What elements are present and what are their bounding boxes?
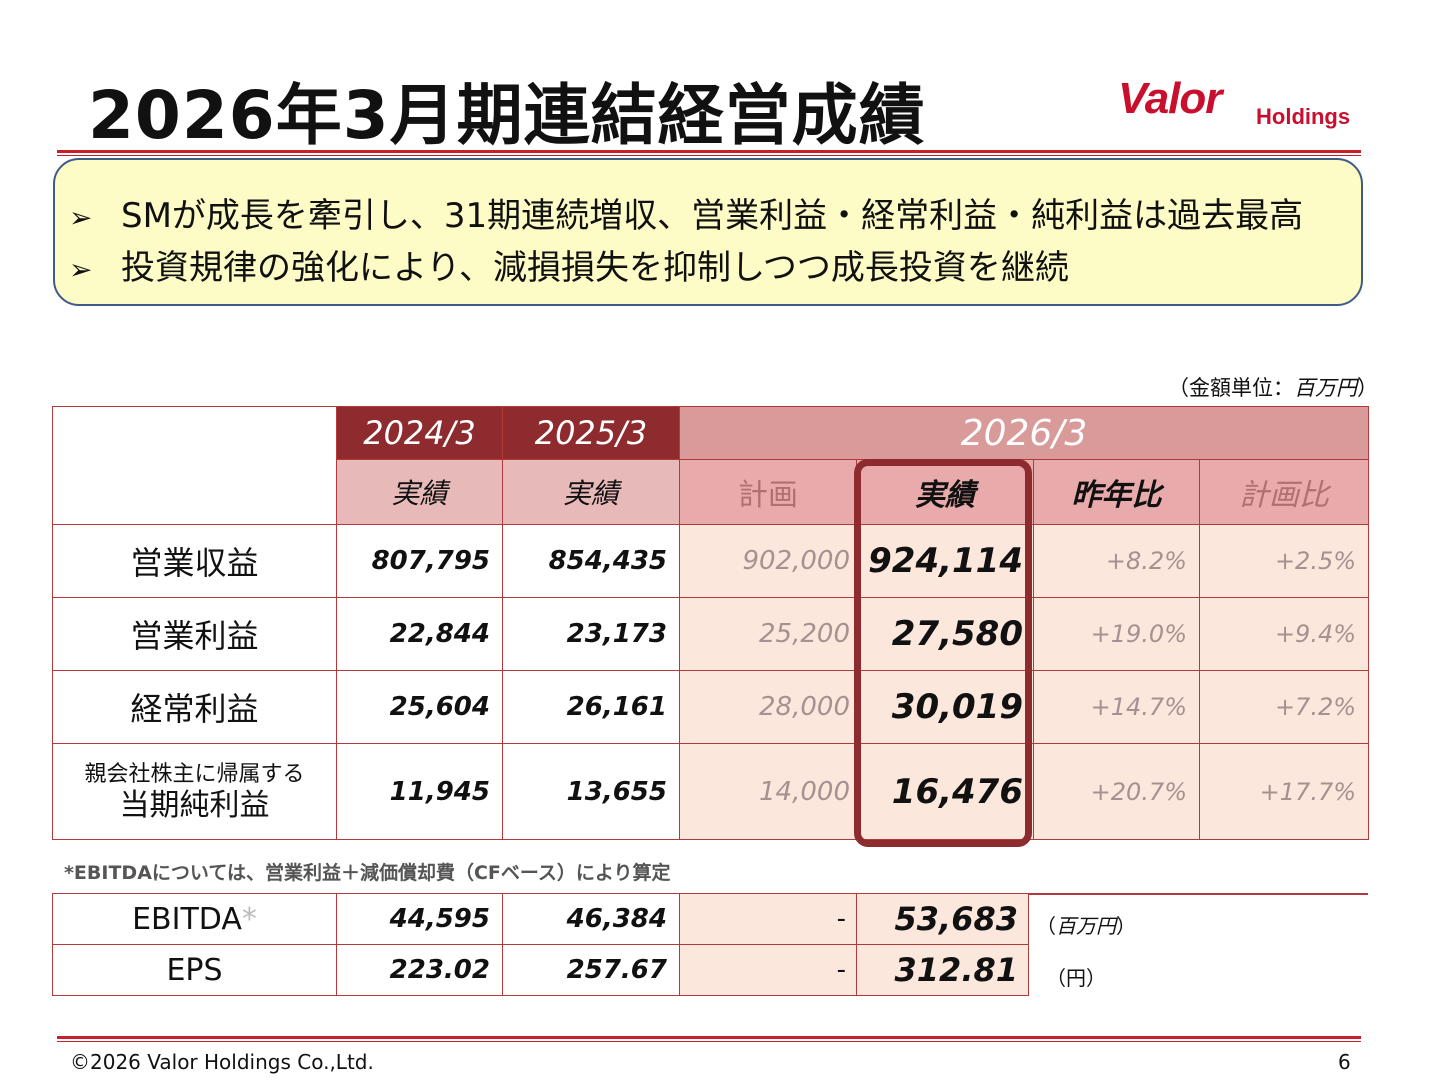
cell-yoy: +19.0% (1033, 597, 1200, 671)
unit-note-prefix: （金額単位： (1168, 376, 1294, 400)
cell-2024: 25,604 (336, 670, 503, 744)
bullet-item: ➢ SMが成長を牽引し、31期連続増収、営業利益・経常利益・純利益は過去最高 (69, 188, 1303, 237)
summary-box: ➢ SMが成長を牽引し、31期連続増収、営業利益・経常利益・純利益は過去最高 ➢ 投… (53, 158, 1363, 306)
bullet-item: ➢ 投資規律の強化により、減損損失を抑制しつつ成長投資を継続 (69, 240, 1069, 289)
subheader-actual-2026: 実績 (856, 459, 1034, 525)
table-row: EBITDA* 44,595 46,384 - 53,683 (52, 893, 1029, 945)
cell-plan: 28,000 (679, 670, 857, 744)
cell-2025: 854,435 (502, 524, 680, 598)
page-title: 2026年3月期連結経営成績 (88, 77, 926, 154)
subheader-actual-2025: 実績 (502, 459, 680, 525)
table-row: 親会社株主に帰属する 当期純利益 11,945 13,655 14,000 16… (52, 743, 1370, 840)
cell-vs-plan: +17.7% (1198, 743, 1370, 840)
cell-actual: 30,019 (856, 670, 1034, 744)
logo-brand: Valor (1118, 74, 1222, 123)
year-header-2026: 2026/3 (678, 406, 1370, 460)
asterisk-icon: * (241, 901, 257, 937)
table-row: 営業収益 807,795 854,435 902,000 924,114 +8.… (52, 524, 1370, 598)
cell-2025: 46,384 (502, 893, 680, 945)
header-rule-thin (57, 155, 1361, 156)
ebitda-unit-prefix: （ (1036, 914, 1056, 938)
cell-actual: 924,114 (856, 524, 1034, 598)
cell-actual: 312.81 (856, 944, 1029, 996)
cell-plan: 902,000 (679, 524, 857, 598)
eps-unit: （円） (1046, 966, 1106, 990)
footer-rule (57, 1036, 1361, 1039)
company-logo: Valor Holdings (1110, 66, 1368, 138)
cell-yoy: +20.7% (1033, 743, 1200, 840)
unit-note-suffix: ） (1357, 376, 1378, 400)
cell-vs-plan: +2.5% (1198, 524, 1370, 598)
cell-2024: 223.02 (336, 944, 503, 996)
cell-2025: 26,161 (502, 670, 680, 744)
row-label: 親会社株主に帰属する 当期純利益 (52, 743, 337, 840)
cell-actual: 53,683 (856, 893, 1029, 945)
corner-cell (52, 406, 337, 525)
results-table: 2024/3 2025/3 2026/3 実績 実績 計画 実績 昨年比 計画比… (52, 406, 1370, 840)
unit-note: （金額単位：百万円） (1168, 372, 1378, 402)
cell-plan: 14,000 (679, 743, 857, 840)
subheader-plan: 計画 (679, 459, 857, 525)
bullet-text: SMが成長を牽引し、31期連続増収、営業利益・経常利益・純利益は過去最高 (121, 196, 1304, 236)
cell-2025: 13,655 (502, 743, 680, 840)
cell-2024: 807,795 (336, 524, 503, 598)
cell-actual: 16,476 (856, 743, 1034, 840)
cell-plan: - (679, 944, 857, 996)
table-row: 経常利益 25,604 26,161 28,000 30,019 +14.7% … (52, 670, 1370, 744)
sub-table-top-rule (1028, 893, 1368, 895)
cell-2024: 22,844 (336, 597, 503, 671)
subheader-actual-2024: 実績 (336, 459, 503, 525)
row-label: EPS (52, 944, 337, 996)
copyright: ©2026 Valor Holdings Co.,Ltd. (70, 1050, 374, 1074)
cell-2025: 257.67 (502, 944, 680, 996)
arrow-bullet-icon: ➢ (69, 201, 93, 234)
ebitda-unit-suffix: ） (1116, 914, 1136, 938)
cell-plan: - (679, 893, 857, 945)
cell-plan: 25,200 (679, 597, 857, 671)
cell-2024: 11,945 (336, 743, 503, 840)
row-label-prefix: 親会社株主に帰属する (84, 761, 305, 787)
ebitda-unit-text: 百万円 (1056, 914, 1116, 938)
page-number: 6 (1338, 1050, 1351, 1074)
year-header-2025: 2025/3 (502, 406, 680, 460)
ebitda-unit: （百万円） (1036, 910, 1136, 939)
year-header-2024: 2024/3 (336, 406, 503, 460)
ebitda-eps-table: EBITDA* 44,595 46,384 - 53,683 EPS 223.0… (52, 893, 1029, 996)
logo-suffix: Holdings (1256, 104, 1351, 129)
cell-vs-plan: +7.2% (1198, 670, 1370, 744)
actual-column-highlight (854, 459, 1032, 847)
row-label: EBITDA* (52, 893, 337, 945)
footer-rule-thin (57, 1041, 1361, 1042)
table-row: EPS 223.02 257.67 - 312.81 (52, 944, 1029, 996)
bullet-text: 投資規律の強化により、減損損失を抑制しつつ成長投資を継続 (121, 248, 1069, 288)
cell-2024: 44,595 (336, 893, 503, 945)
cell-yoy: +14.7% (1033, 670, 1200, 744)
table-row: 営業利益 22,844 23,173 25,200 27,580 +19.0% … (52, 597, 1370, 671)
row-label: 営業利益 (52, 597, 337, 671)
ebitda-label: EBITDA (132, 901, 242, 937)
row-label-main: 当期純利益 (119, 787, 270, 823)
header-rule (57, 150, 1361, 153)
row-label: 経常利益 (52, 670, 337, 744)
subheader-yoy: 昨年比 (1033, 459, 1200, 525)
ebitda-note: *EBITDAについては、営業利益＋減価償却費（CFベース）により算定 (64, 862, 671, 884)
arrow-bullet-icon: ➢ (69, 253, 93, 286)
subheader-vs-plan: 計画比 (1198, 459, 1370, 525)
cell-yoy: +8.2% (1033, 524, 1200, 598)
cell-vs-plan: +9.4% (1198, 597, 1370, 671)
cell-2025: 23,173 (502, 597, 680, 671)
cell-actual: 27,580 (856, 597, 1034, 671)
row-label: 営業収益 (52, 524, 337, 598)
unit-note-unit: 百万円 (1294, 376, 1357, 400)
